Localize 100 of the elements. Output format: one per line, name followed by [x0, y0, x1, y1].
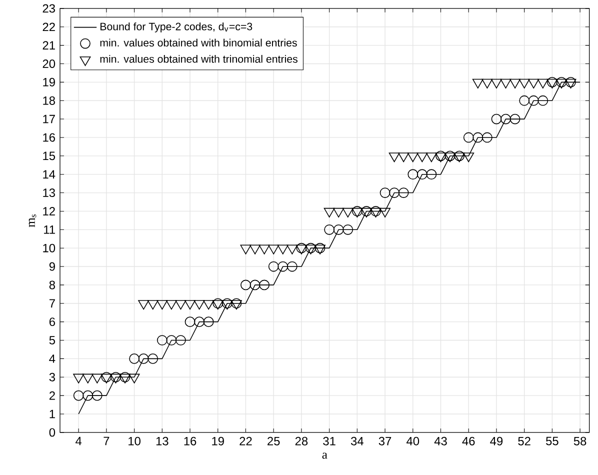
x-tick-label: 55	[546, 436, 558, 446]
x-tick-label: 34	[350, 436, 364, 446]
point	[472, 78, 484, 88]
x-tick-label: 28	[295, 436, 308, 446]
y-tick-label: 13	[43, 188, 56, 197]
x-tick-label: 43	[434, 436, 447, 446]
x-tick-label: 7	[104, 436, 110, 446]
point	[537, 78, 548, 88]
point	[148, 353, 158, 364]
point	[138, 300, 150, 310]
point	[73, 374, 84, 384]
x-tick-label: 25	[268, 436, 280, 446]
point	[268, 244, 280, 254]
x-tick-label: 13	[156, 436, 168, 446]
y-tick-label: 8	[49, 280, 56, 290]
x-tick-label: 37	[378, 436, 392, 446]
y-tick-label: 7	[49, 299, 55, 308]
point	[184, 316, 196, 327]
y-tick-label: 15	[43, 152, 56, 160]
x-axis-title: a	[322, 452, 328, 459]
point	[416, 152, 428, 162]
point	[463, 132, 474, 143]
point	[156, 335, 168, 346]
point	[156, 300, 168, 310]
point	[398, 152, 410, 162]
y-tick-label: 5	[49, 336, 56, 344]
x-tick-label: 16	[184, 436, 196, 446]
point	[482, 132, 492, 143]
y-tick-label: 9	[49, 262, 55, 271]
point	[129, 353, 140, 364]
point	[426, 152, 437, 162]
point	[277, 244, 288, 254]
y-tick-label: 10	[43, 244, 56, 252]
x-tick-label: 46	[462, 436, 475, 446]
point	[147, 300, 158, 310]
point	[380, 208, 390, 218]
point	[398, 188, 409, 198]
point	[389, 188, 400, 198]
y-tick-label: 11	[44, 225, 55, 234]
y-tick-label: 0	[49, 428, 56, 437]
point	[416, 169, 428, 180]
point	[166, 335, 177, 346]
point	[518, 78, 530, 88]
point	[82, 390, 94, 401]
x-tick-label: 22	[240, 436, 252, 446]
point	[426, 169, 437, 180]
point	[92, 390, 102, 401]
point	[82, 374, 94, 384]
point	[92, 374, 103, 384]
point	[194, 316, 204, 327]
point	[184, 300, 196, 310]
point	[500, 78, 512, 88]
point	[510, 78, 520, 88]
y-tick-label: 18	[43, 96, 56, 105]
point	[250, 280, 260, 290]
point	[286, 244, 298, 254]
x-tick-label: 10	[128, 436, 140, 446]
point	[491, 114, 502, 124]
point	[538, 95, 548, 106]
point	[258, 244, 270, 254]
y-tick-label: 14	[43, 170, 56, 178]
point	[482, 78, 493, 88]
y-tick-label: 20	[42, 59, 56, 68]
point	[268, 261, 279, 272]
y-tick-label: 16	[43, 133, 56, 142]
point	[463, 152, 474, 162]
point	[240, 244, 252, 254]
point	[138, 353, 149, 364]
y-tick-label: 23	[42, 4, 56, 13]
point	[278, 261, 288, 272]
point	[510, 114, 520, 124]
y-tick-label: 2	[49, 391, 55, 400]
point	[175, 300, 186, 310]
y-tick-label: 17	[43, 114, 55, 124]
y-tick-label: 1	[50, 410, 55, 418]
x-tick-label: 4	[76, 436, 82, 446]
legend-label: Bound for Type-2 codes, d$_{v}$=c=3	[100, 22, 252, 32]
point	[519, 95, 530, 106]
point	[73, 390, 84, 401]
point	[203, 300, 214, 310]
point	[333, 224, 344, 235]
point	[491, 78, 502, 88]
x-tick-label: 40	[406, 436, 420, 446]
point	[388, 152, 400, 162]
point	[324, 208, 335, 218]
point	[342, 208, 354, 218]
y-tick-label: 3	[49, 372, 56, 382]
point	[408, 169, 418, 180]
legend-label: min. values obtained with trinomial entries	[100, 54, 298, 63]
point	[333, 208, 344, 218]
x-tick-label: 49	[490, 436, 503, 446]
point	[194, 300, 205, 310]
point	[240, 280, 251, 290]
point	[407, 152, 418, 162]
x-tick-label: 31	[323, 436, 336, 446]
x-tick-label: 58	[574, 436, 586, 446]
x-tick-label: 19	[212, 436, 224, 446]
point	[128, 374, 140, 384]
point	[259, 280, 270, 290]
point	[166, 300, 177, 310]
